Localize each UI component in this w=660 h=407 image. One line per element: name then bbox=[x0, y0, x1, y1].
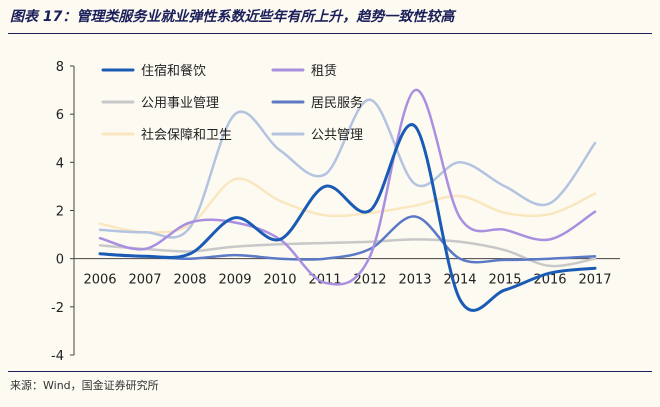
series-line-0 bbox=[98, 123, 597, 312]
title-rule bbox=[8, 33, 652, 34]
x-tick-label: 2007 bbox=[128, 273, 161, 288]
series-line-4 bbox=[98, 177, 597, 234]
y-tick-label: 2 bbox=[56, 205, 64, 220]
legend-label: 住宿和餐饮 bbox=[141, 63, 206, 79]
y-tick-label: 6 bbox=[56, 108, 64, 123]
x-tick-label: 2010 bbox=[263, 273, 296, 288]
series-line-1 bbox=[98, 88, 597, 286]
figure-title: 图表 17：管理类服务业就业弹性系数近些年有所上升，趋势一致性较高 bbox=[10, 9, 455, 25]
y-tick-label: -2 bbox=[51, 301, 64, 316]
y-tick-label: -4 bbox=[51, 349, 64, 364]
x-tick-label: 2015 bbox=[488, 273, 521, 288]
source-rule bbox=[8, 371, 652, 372]
x-tick-label: 2008 bbox=[173, 273, 206, 288]
x-tick-label: 2006 bbox=[83, 273, 116, 288]
legend-label: 租赁 bbox=[311, 64, 337, 79]
x-tick-label: 2014 bbox=[443, 273, 476, 288]
y-tick-label: 4 bbox=[56, 156, 64, 171]
y-tick-label: 0 bbox=[56, 253, 64, 268]
source-note: 来源：Wind，国金证券研究所 bbox=[10, 379, 159, 392]
legend-label: 公用事业管理 bbox=[141, 96, 219, 111]
series-layer bbox=[98, 88, 597, 312]
x-tick-label: 2017 bbox=[578, 273, 611, 288]
y-tick-label: 8 bbox=[56, 60, 64, 75]
series-line-3 bbox=[98, 215, 597, 264]
series-line-5 bbox=[98, 98, 597, 239]
x-tick-label: 2009 bbox=[218, 273, 251, 288]
series-line-2 bbox=[98, 238, 597, 268]
legend-label: 公共管理 bbox=[311, 128, 363, 143]
x-tick-label: 2013 bbox=[398, 273, 431, 288]
x-tick-label: 2016 bbox=[533, 273, 566, 288]
legend-label: 居民服务 bbox=[311, 95, 363, 111]
legend-label: 社会保障和卫生 bbox=[141, 127, 232, 143]
x-tick-label: 2012 bbox=[353, 273, 386, 288]
